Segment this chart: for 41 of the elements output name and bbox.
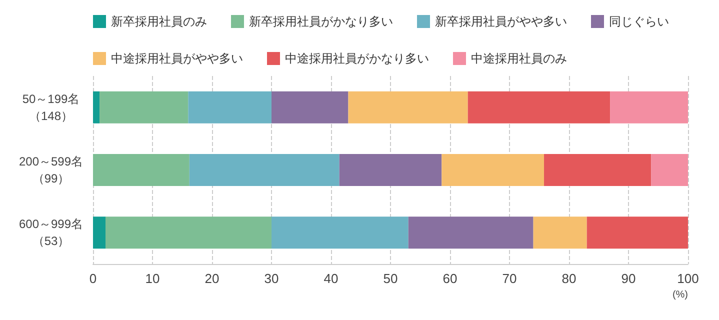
x-tick-label: 10: [145, 271, 160, 286]
bar: [93, 216, 106, 249]
bar: [348, 91, 468, 124]
x-tick-label: 90: [621, 271, 636, 286]
bar: [100, 91, 188, 124]
bar: [651, 154, 688, 186]
legend-label: 新卒採用社員がやや多い: [435, 14, 567, 28]
bar: [188, 91, 272, 124]
legend-label: 中途採用社員のみ: [471, 52, 567, 66]
bar: [442, 154, 544, 186]
bar: [408, 216, 534, 249]
y-tick-label: 50～199名（148）: [22, 92, 80, 123]
bar: [93, 91, 100, 124]
x-tick-label: 60: [442, 271, 458, 286]
x-tick-label: 30: [264, 271, 279, 286]
bar: [586, 216, 688, 249]
x-axis-title: (%): [672, 290, 688, 300]
legend-label: 新卒採用社員のみ: [111, 14, 207, 28]
x-tick-label: 100: [677, 271, 699, 286]
legend-label: 中途採用社員がやや多い: [111, 52, 243, 66]
x-tick-label: 70: [502, 271, 517, 286]
legend-label: 同じぐらい: [609, 14, 669, 28]
bar: [533, 216, 587, 249]
bar: [189, 154, 340, 186]
x-tick-label: 40: [324, 271, 338, 286]
bar: [272, 91, 348, 124]
y-tick-label: 200～599名（99）: [18, 154, 84, 186]
bar: [468, 91, 610, 124]
legend-label: 中途採用社員がかなり多い: [285, 52, 429, 66]
bar: [272, 216, 408, 249]
bar: [93, 154, 190, 186]
x-tick-label: 80: [562, 271, 576, 286]
x-tick-label: 50: [383, 271, 398, 286]
bar: [610, 91, 688, 124]
legend-label: 新卒採用社員がかなり多い: [249, 14, 393, 28]
bar: [544, 154, 652, 186]
y-tick-label: 600～999名（53）: [18, 217, 84, 248]
x-tick-label: 0: [89, 271, 97, 286]
bar: [339, 154, 442, 186]
bar: [105, 216, 272, 249]
x-tick-label: 20: [204, 271, 220, 286]
